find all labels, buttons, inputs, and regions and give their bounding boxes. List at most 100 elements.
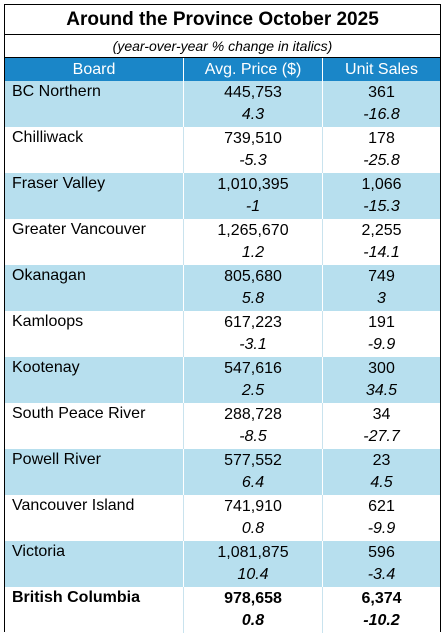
board-name: Kootenay (5, 357, 184, 403)
table-row: Greater Vancouver 1,265,670 1.2 2,255 -14.1 (5, 219, 440, 265)
unit-sales-value: 34 (372, 406, 391, 423)
avg-price-change: -8.5 (239, 428, 267, 445)
avg-price-change: 0.8 (241, 520, 265, 537)
board-name: Chilliwack (5, 127, 184, 173)
price-cell: 978,658 0.8 (184, 587, 323, 633)
avg-price-value: 577,552 (224, 452, 282, 469)
avg-price-value: 288,728 (224, 406, 282, 423)
unit-sales-value: 596 (368, 544, 395, 561)
avg-price-value: 547,616 (224, 360, 282, 377)
avg-price-value: 1,265,670 (217, 222, 289, 239)
unit-sales-change: -3.4 (367, 566, 396, 583)
avg-price-change: 0.8 (241, 612, 265, 629)
avg-price-value: 739,510 (224, 130, 282, 147)
price-cell: 741,910 0.8 (184, 495, 323, 541)
unit-sales-change: -10.2 (363, 612, 400, 629)
sales-cell: 191 -9.9 (323, 311, 440, 357)
unit-sales-value: 361 (368, 84, 395, 101)
unit-sales-change: -9.9 (367, 520, 396, 537)
avg-price-change: 5.8 (241, 290, 265, 307)
table-row: Kootenay 547,616 2.5 300 34.5 (5, 357, 440, 403)
table-row: Victoria 1,081,875 10.4 596 -3.4 (5, 541, 440, 587)
table-row: Powell River 577,552 6.4 23 4.5 (5, 449, 440, 495)
province-table: Around the Province October 2025 (year-o… (4, 4, 441, 633)
avg-price-change: 2.5 (241, 382, 265, 399)
avg-price-value: 978,658 (224, 590, 282, 607)
sales-cell: 596 -3.4 (323, 541, 440, 587)
board-name: Victoria (5, 541, 184, 587)
sales-cell: 621 -9.9 (323, 495, 440, 541)
avg-price-value: 1,010,395 (217, 176, 289, 193)
table-row: Kamloops 617,223 -3.1 191 -9.9 (5, 311, 440, 357)
sales-cell: 6,374 -10.2 (323, 587, 440, 633)
unit-sales-change: 3 (377, 290, 386, 307)
table-body: BC Northern 445,753 4.3 361 -16.8 Chilliwack 7… (5, 81, 440, 633)
unit-sales-value: 749 (368, 268, 395, 285)
table-row: Okanagan 805,680 5.8 749 3 (5, 265, 440, 311)
header-avg-price: Avg. Price ($) (184, 58, 323, 81)
table-row: BC Northern 445,753 4.3 361 -16.8 (5, 81, 440, 127)
unit-sales-change: -9.9 (367, 336, 396, 353)
unit-sales-change: -25.8 (363, 152, 400, 169)
unit-sales-change: -16.8 (363, 106, 400, 123)
price-cell: 288,728 -8.5 (184, 403, 323, 449)
sales-cell: 300 34.5 (323, 357, 440, 403)
header-board: Board (5, 58, 184, 81)
header-unit-sales: Unit Sales (345, 60, 418, 78)
board-name: Okanagan (5, 265, 184, 311)
board-name: Powell River (5, 449, 184, 495)
avg-price-change: 1.2 (241, 244, 265, 261)
avg-price-change: 10.4 (237, 566, 269, 583)
table-header: Board Avg. Price ($) Unit Sales (5, 58, 440, 81)
price-cell: 547,616 2.5 (184, 357, 323, 403)
table-row: Chilliwack 739,510 -5.3 178 -25.8 (5, 127, 440, 173)
unit-sales-value: 300 (368, 360, 395, 377)
board-name: Vancouver Island (5, 495, 184, 541)
price-cell: 739,510 -5.3 (184, 127, 323, 173)
unit-sales-value: 191 (368, 314, 395, 331)
avg-price-change: -3.1 (239, 336, 267, 353)
avg-price-change: -5.3 (239, 152, 267, 169)
board-name: South Peace River (5, 403, 184, 449)
price-cell: 577,552 6.4 (184, 449, 323, 495)
board-name: Fraser Valley (5, 173, 184, 219)
table-subtitle: (year-over-year % change in italics) (5, 35, 440, 58)
table-row: Vancouver Island 741,910 0.8 621 -9.9 (5, 495, 440, 541)
table-row: Fraser Valley 1,010,395 -1 1,066 -15.3 (5, 173, 440, 219)
unit-sales-change: -27.7 (363, 428, 400, 445)
unit-sales-change: -14.1 (363, 244, 400, 261)
unit-sales-value: 2,255 (361, 222, 402, 239)
avg-price-value: 741,910 (224, 498, 282, 515)
price-cell: 1,265,670 1.2 (184, 219, 323, 265)
unit-sales-value: 178 (368, 130, 395, 147)
unit-sales-value: 23 (372, 452, 391, 469)
avg-price-value: 445,753 (224, 84, 282, 101)
unit-sales-value: 1,066 (361, 176, 402, 193)
price-cell: 445,753 4.3 (184, 81, 323, 127)
sales-cell: 749 3 (323, 265, 440, 311)
sales-cell: 178 -25.8 (323, 127, 440, 173)
board-name: British Columbia (5, 587, 184, 633)
unit-sales-change: 4.5 (370, 474, 393, 491)
table-title: Around the Province October 2025 (5, 5, 440, 35)
avg-price-value: 1,081,875 (217, 544, 289, 561)
sales-cell: 1,066 -15.3 (323, 173, 440, 219)
sales-cell: 2,255 -14.1 (323, 219, 440, 265)
price-cell: 617,223 -3.1 (184, 311, 323, 357)
board-name: Kamloops (5, 311, 184, 357)
board-name: BC Northern (5, 81, 184, 127)
price-cell: 1,081,875 10.4 (184, 541, 323, 587)
price-cell: 1,010,395 -1 (184, 173, 323, 219)
avg-price-value: 617,223 (224, 314, 282, 331)
unit-sales-change: 34.5 (365, 382, 398, 399)
avg-price-change: 6.4 (241, 474, 265, 491)
unit-sales-value: 621 (368, 498, 395, 515)
board-name: Greater Vancouver (5, 219, 184, 265)
avg-price-change: -1 (245, 198, 261, 215)
sales-cell: 23 4.5 (323, 449, 440, 495)
unit-sales-value: 6,374 (361, 590, 402, 607)
unit-sales-change: -15.3 (363, 198, 400, 215)
table-row: British Columbia 978,658 0.8 6,374 -10.2 (5, 587, 440, 633)
sales-cell: 34 -27.7 (323, 403, 440, 449)
table-row: South Peace River 288,728 -8.5 34 -27.7 (5, 403, 440, 449)
